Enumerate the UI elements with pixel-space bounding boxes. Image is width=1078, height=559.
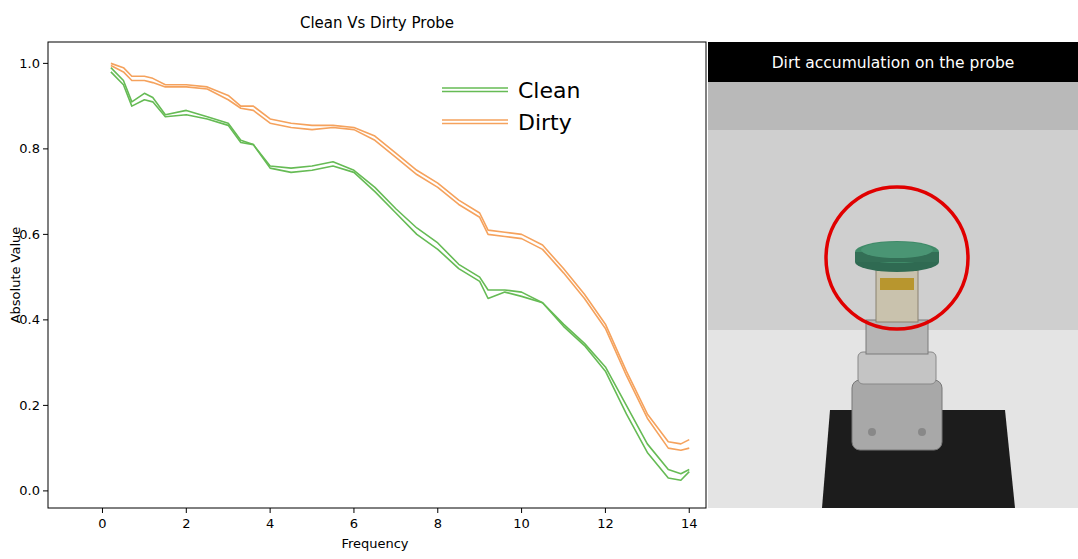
x-tick <box>102 508 103 513</box>
x-tick <box>186 508 187 513</box>
probe-screw <box>868 428 876 436</box>
photo-panel: Dirt accumulation on the probe <box>708 42 1078 508</box>
x-axis-title: Frequency <box>341 536 408 551</box>
x-tick <box>270 508 271 513</box>
y-tick-label: 0.0 <box>19 483 40 498</box>
series-line <box>111 66 689 451</box>
photo-background <box>708 130 1078 330</box>
x-tick <box>437 508 438 513</box>
photo-background <box>708 42 1078 508</box>
legend-label: Dirty <box>518 110 572 135</box>
probe-connector <box>880 278 914 290</box>
legend-swatch <box>442 91 508 93</box>
x-tick-label: 4 <box>266 516 274 531</box>
y-tick <box>43 234 48 235</box>
x-tick <box>521 508 522 513</box>
chart-root: 024681012140.00.20.40.60.81.0Clean Vs Di… <box>0 0 1078 559</box>
x-tick-label: 6 <box>350 516 358 531</box>
probe-shaft <box>876 268 918 322</box>
probe-screw <box>918 428 926 436</box>
photo-background <box>708 330 1078 508</box>
probe-disc-top <box>855 241 939 263</box>
y-tick-label: 0.8 <box>19 141 40 156</box>
probe-base <box>852 380 942 450</box>
legend-label: Clean <box>518 78 580 103</box>
y-tick-label: 1.0 <box>19 56 40 71</box>
legend-swatch <box>442 119 508 121</box>
series-line <box>111 63 689 443</box>
probe-disc-top <box>861 242 933 258</box>
chart-title: Clean Vs Dirty Probe <box>300 14 454 32</box>
legend-swatch <box>442 123 508 125</box>
x-tick-label: 8 <box>434 516 442 531</box>
y-tick <box>43 405 48 406</box>
y-tick <box>43 319 48 320</box>
x-tick-label: 12 <box>597 516 614 531</box>
x-tick <box>353 508 354 513</box>
photo-caption-bar <box>708 42 1078 82</box>
series-group <box>111 63 689 480</box>
series-line <box>111 68 689 474</box>
x-tick-label: 10 <box>513 516 530 531</box>
y-tick <box>43 63 48 64</box>
highlight-circle <box>826 187 968 329</box>
series-line <box>111 72 689 480</box>
photo-caption: Dirt accumulation on the probe <box>772 54 1015 72</box>
y-tick <box>43 148 48 149</box>
y-axis-title: Absolute Value <box>8 227 23 324</box>
probe-body <box>858 352 936 384</box>
plot-frame <box>48 42 706 508</box>
x-tick-label: 0 <box>98 516 106 531</box>
y-tick-label: 0.2 <box>19 398 40 413</box>
x-tick-label: 2 <box>182 516 190 531</box>
x-tick-label: 14 <box>681 516 698 531</box>
x-tick <box>689 508 690 513</box>
x-tick <box>605 508 606 513</box>
legend-swatch <box>442 87 508 89</box>
y-tick <box>43 490 48 491</box>
